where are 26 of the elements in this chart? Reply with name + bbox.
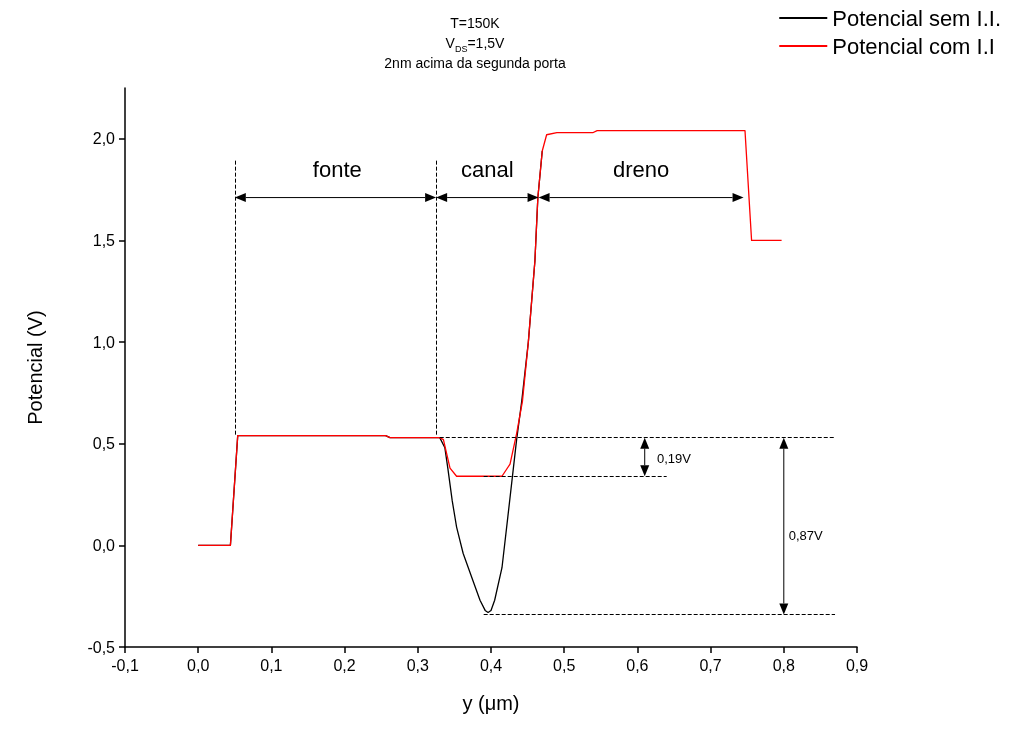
x-tick-label: 0,8 <box>772 656 796 674</box>
y-tick-label: 2,0 <box>92 130 116 148</box>
annotation: 0,87V <box>788 527 824 543</box>
y-tick-label: 1,5 <box>92 231 116 249</box>
annotation: 0,19V <box>657 450 692 466</box>
y-axis-title: Potencial (V) <box>24 310 46 425</box>
annotation: dreno <box>612 156 670 182</box>
x-tick-label: 0,2 <box>333 656 356 674</box>
legend-label: Potencial com I.I <box>832 33 995 59</box>
x-tick-label: 0,6 <box>626 656 649 674</box>
x-tick-label: 0,9 <box>845 656 869 674</box>
y-tick-label: 0,0 <box>92 536 116 554</box>
y-tick-label: 1,0 <box>92 333 116 351</box>
annotation: canal <box>461 156 514 182</box>
x-tick-label: 0,4 <box>479 656 503 674</box>
x-tick-label: 0,3 <box>406 656 430 674</box>
x-tick-label: 0,7 <box>699 656 722 674</box>
x-tick-label: -0,1 <box>111 656 139 674</box>
y-tick-label: -0,5 <box>87 638 116 656</box>
x-tick-label: 0,0 <box>187 656 210 674</box>
x-tick-label: 0,1 <box>260 656 283 674</box>
annotation: fonte <box>312 156 362 182</box>
y-tick-label: 0,5 <box>92 435 116 453</box>
x-tick-label: 0,5 <box>553 656 576 674</box>
x-axis-title: y (μm) <box>462 692 520 714</box>
legend-label: Potencial sem I.I. <box>832 5 1002 31</box>
